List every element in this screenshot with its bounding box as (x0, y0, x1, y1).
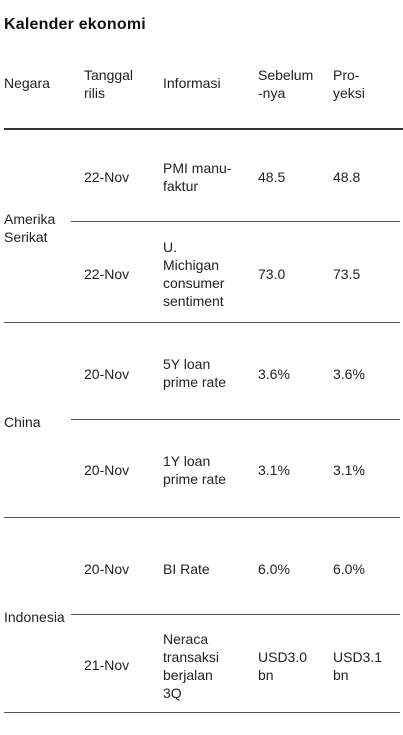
header-previous: Sebelum -nya (258, 67, 314, 101)
group-divider (4, 322, 400, 323)
row-information: U. Michigan consumer sentiment (163, 239, 225, 309)
country-label-china: China (4, 414, 41, 430)
row-previous: 6.0% (258, 561, 290, 577)
row-previous: 3.6% (258, 366, 290, 382)
row-information: 5Y loan prime rate (163, 356, 227, 390)
row-previous: USD3.0 bn (258, 649, 308, 683)
row-information: BI Rate (163, 561, 210, 577)
header-country: Negara (4, 75, 50, 91)
row-projection: 3.6% (333, 366, 365, 382)
row-previous: 3.1% (258, 462, 290, 478)
country-label-indonesia: Indonesia (4, 609, 65, 625)
table-bottom-border (4, 712, 400, 713)
row-projection: 73.5 (333, 266, 361, 282)
row-date: 22-Nov (84, 266, 130, 282)
row-previous: 48.5 (258, 169, 286, 185)
row-information: Neraca transaksi berjalan 3Q (163, 631, 220, 701)
country-label-us: Amerika Serikat (4, 211, 56, 245)
header-release-date: Tanggal rilis (84, 67, 134, 101)
header-information: Informasi (163, 75, 221, 91)
group-divider (4, 517, 400, 518)
row-date: 21-Nov (84, 657, 130, 673)
row-information: PMI manu- faktur (163, 160, 232, 194)
row-divider (71, 221, 400, 222)
header-divider (4, 128, 403, 130)
row-projection: 6.0% (333, 561, 365, 577)
row-previous: 73.0 (258, 266, 286, 282)
row-divider (71, 419, 400, 420)
row-divider (71, 614, 400, 615)
row-projection: USD3.1 bn (333, 649, 383, 683)
row-date: 20-Nov (84, 462, 130, 478)
row-information: 1Y loan prime rate (163, 453, 227, 487)
row-date: 20-Nov (84, 366, 130, 382)
row-date: 22-Nov (84, 169, 130, 185)
row-projection: 48.8 (333, 169, 361, 185)
page-title: Kalender ekonomi (4, 16, 146, 33)
row-projection: 3.1% (333, 462, 365, 478)
header-projection: Pro- yeksi (333, 67, 365, 101)
row-date: 20-Nov (84, 561, 130, 577)
